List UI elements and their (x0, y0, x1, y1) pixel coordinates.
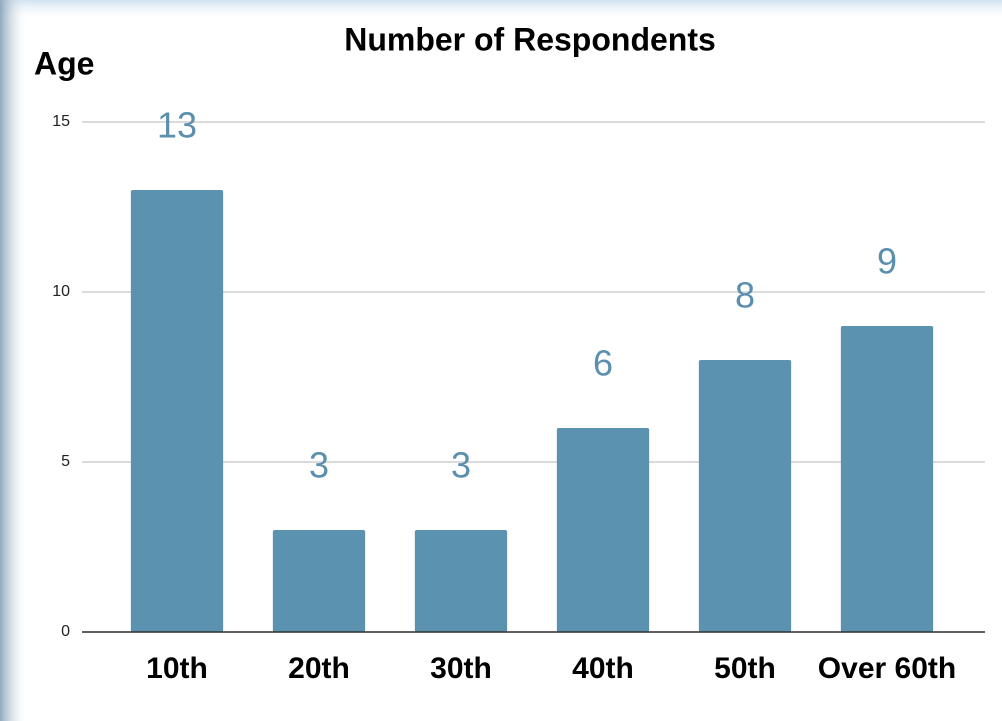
y-axis-label: Age (34, 45, 94, 81)
x-tick-label: 30th (430, 652, 492, 685)
y-tick-label: 5 (61, 453, 70, 470)
x-tick-label: 40th (572, 652, 634, 685)
background-edge (0, 0, 1002, 20)
y-tick-label: 15 (52, 113, 70, 130)
chart-title: Number of Respondents (344, 21, 716, 57)
bar (272, 530, 366, 632)
data-label: 3 (309, 445, 329, 486)
bar (414, 530, 508, 632)
data-label: 3 (451, 445, 471, 486)
background-edge (0, 0, 28, 721)
x-tick-label: 20th (288, 652, 350, 685)
data-label: 8 (735, 275, 755, 316)
x-tick-label: 50th (714, 652, 776, 685)
y-tick-label: 0 (61, 623, 70, 640)
y-tick-label: 10 (52, 283, 70, 300)
bar (130, 190, 224, 632)
data-label: 9 (877, 241, 897, 282)
bar (556, 428, 650, 632)
bar (840, 326, 934, 632)
x-tick-label: Over 60th (818, 652, 956, 685)
data-label: 13 (157, 105, 197, 146)
bar (698, 360, 792, 632)
x-tick-label: 10th (146, 652, 208, 685)
data-label: 6 (593, 343, 613, 384)
